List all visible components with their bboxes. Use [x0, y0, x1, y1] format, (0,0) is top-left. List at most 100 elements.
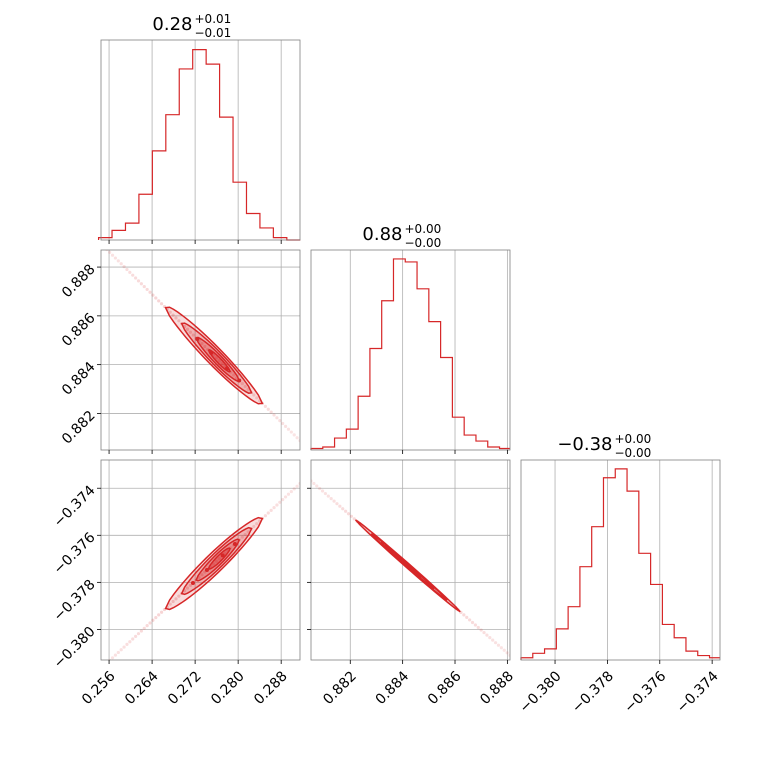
sample-point [272, 413, 276, 417]
sample-point [278, 500, 282, 504]
sample-point [136, 279, 141, 283]
panel-title-upper-error: +0.01 [195, 12, 232, 26]
panel-background [101, 460, 300, 660]
sample-point [102, 245, 105, 248]
core-sample-point [190, 581, 195, 586]
tick-label-y: 0.884 [59, 359, 99, 399]
tick-label-y: −0.376 [51, 530, 99, 578]
sample-point [177, 594, 181, 598]
panel-frame [100, 39, 301, 241]
sample-point [159, 302, 164, 306]
sample-point [286, 427, 291, 431]
sample-point [214, 356, 218, 360]
sample-point [131, 637, 135, 641]
tick-label-x: −0.380 [517, 668, 565, 716]
sample-point [99, 667, 102, 670]
tick-label-x: −0.374 [674, 668, 722, 716]
sample-point [211, 562, 216, 566]
sample-point [476, 625, 480, 630]
sample-point [341, 507, 345, 511]
core-sample-point [426, 581, 431, 586]
sample-point [214, 559, 218, 563]
sample-point [269, 508, 273, 512]
sample-point [499, 646, 503, 650]
tick-label-y: −0.380 [51, 624, 99, 672]
sample-point [125, 642, 129, 646]
sample-point [286, 492, 291, 496]
tick-label-x: 0.264 [122, 668, 162, 708]
sample-point [240, 535, 244, 539]
sample-point [142, 626, 146, 630]
sample-point [200, 573, 204, 577]
sample-point [125, 267, 129, 272]
sample-point [496, 643, 501, 647]
panel-title-lower-error: −0.01 [195, 26, 232, 40]
panel-frame [520, 459, 721, 661]
sample-point [312, 481, 316, 486]
sample-point [488, 636, 492, 640]
panel-title: −0.38 [557, 434, 612, 455]
plot-area [101, 245, 300, 450]
histogram-step [97, 49, 301, 241]
panel-frame [310, 249, 511, 451]
plot-area [99, 460, 300, 670]
sample-point [105, 250, 109, 252]
sample-point [502, 648, 506, 652]
tick-label-x: 0.886 [425, 668, 465, 708]
scatter-3-2 [307, 459, 511, 664]
core-sample-point [195, 337, 200, 342]
tick-label-x: −0.376 [621, 668, 669, 716]
sample-point [493, 641, 498, 645]
tick-label-y: 0.886 [59, 310, 99, 350]
sample-point [203, 344, 207, 349]
sample-point [473, 623, 477, 627]
core-sample-point [395, 554, 400, 559]
sample-point [332, 499, 336, 503]
tick-label-y: −0.374 [51, 483, 99, 531]
sample-point [174, 597, 178, 601]
sample-point [159, 610, 164, 614]
sample-point [346, 512, 351, 516]
density-contour-4 [207, 547, 232, 570]
sample-point [102, 664, 105, 667]
sample-point [243, 384, 247, 389]
sample-point [263, 404, 267, 408]
sample-point [295, 436, 299, 440]
sample-point [139, 282, 143, 286]
plot-area [311, 460, 510, 660]
sample-point [128, 640, 132, 644]
sample-point [352, 517, 356, 521]
tick-label-x: 0.288 [251, 668, 291, 708]
sample-point [344, 509, 348, 513]
sample-point [116, 259, 120, 263]
sample-point [174, 316, 178, 320]
sample-point [200, 342, 204, 346]
sample-point [223, 551, 227, 555]
panel-title-lower-error: −0.00 [405, 236, 442, 250]
tick-label-y: −0.378 [51, 577, 99, 625]
sample-point [108, 658, 112, 660]
core-sample-point [220, 553, 225, 558]
sample-point [134, 634, 138, 638]
sample-point [255, 522, 259, 526]
sample-point [122, 645, 126, 649]
sample-point [349, 514, 353, 518]
sample-point [292, 487, 296, 491]
panel-background [101, 40, 300, 240]
sample-point [168, 602, 172, 606]
sample-point [151, 618, 155, 622]
sample-point [263, 514, 267, 518]
tick-label-x: 0.256 [79, 668, 119, 708]
sample-point [335, 502, 339, 506]
sample-point [154, 615, 158, 620]
sample-point [113, 653, 118, 657]
sample-point [252, 524, 256, 529]
sample-point [323, 491, 328, 496]
sample-point [145, 287, 149, 292]
panel-frame [310, 459, 511, 661]
sample-point [168, 310, 172, 314]
sample-point [151, 293, 155, 297]
sample-point [281, 498, 285, 502]
sample-point [113, 256, 118, 260]
hist-2: 0.88 +0.00−0.00 [310, 222, 511, 454]
